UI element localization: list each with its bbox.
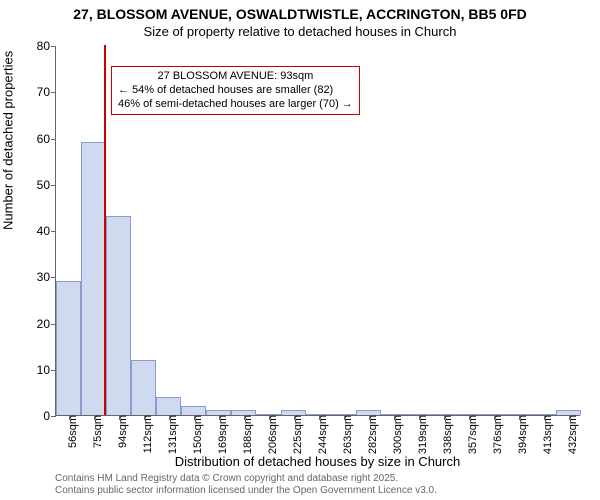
annotation-line: 46% of semi-detached houses are larger (…: [118, 98, 353, 112]
x-tick-label: 413sqm: [540, 415, 554, 454]
bar: [156, 397, 181, 416]
y-tick-mark: [51, 185, 56, 186]
x-tick-label: 150sqm: [190, 415, 204, 454]
bar: [106, 216, 131, 415]
x-tick-label: 188sqm: [240, 415, 254, 454]
x-tick-label: 94sqm: [115, 415, 129, 448]
x-tick-label: 131sqm: [165, 415, 179, 454]
y-tick-mark: [51, 139, 56, 140]
x-tick-label: 263sqm: [340, 415, 354, 454]
x-tick-label: 319sqm: [415, 415, 429, 454]
y-tick-mark: [51, 277, 56, 278]
x-tick-label: 112sqm: [140, 415, 154, 453]
footer-line-1: Contains HM Land Registry data © Crown c…: [55, 473, 437, 485]
annotation-header: 27 BLOSSOM AVENUE: 93sqm: [118, 70, 353, 84]
x-tick-label: 376sqm: [490, 415, 504, 454]
footer-attribution: Contains HM Land Registry data © Crown c…: [55, 473, 437, 497]
y-tick-mark: [51, 46, 56, 47]
x-tick-label: 300sqm: [390, 415, 404, 454]
footer-line-2: Contains public sector information licen…: [55, 485, 437, 497]
chart-container: 27, BLOSSOM AVENUE, OSWALDTWISTLE, ACCRI…: [0, 0, 600, 500]
bar: [81, 142, 106, 415]
x-tick-label: 206sqm: [265, 415, 279, 454]
bar: [56, 281, 81, 415]
y-tick-mark: [51, 231, 56, 232]
bar: [131, 360, 156, 416]
x-tick-label: 75sqm: [90, 415, 104, 448]
annotation-line: ← 54% of detached houses are smaller (82…: [118, 84, 353, 98]
x-tick-label: 225sqm: [290, 415, 304, 454]
property-marker-line: [104, 45, 106, 415]
chart-title-main: 27, BLOSSOM AVENUE, OSWALDTWISTLE, ACCRI…: [0, 6, 600, 22]
x-axis-label: Distribution of detached houses by size …: [55, 454, 580, 469]
x-tick-label: 394sqm: [515, 415, 529, 454]
x-tick-label: 338sqm: [440, 415, 454, 454]
y-tick-mark: [51, 92, 56, 93]
plot-area: 0102030405060708056sqm75sqm94sqm112sqm13…: [55, 46, 580, 416]
x-tick-label: 244sqm: [315, 415, 329, 454]
bar: [181, 406, 206, 415]
x-tick-label: 432sqm: [565, 415, 579, 454]
x-tick-label: 282sqm: [365, 415, 379, 454]
y-tick-mark: [51, 416, 56, 417]
annotation-box: 27 BLOSSOM AVENUE: 93sqm← 54% of detache…: [111, 66, 360, 115]
chart-title-sub: Size of property relative to detached ho…: [0, 24, 600, 39]
x-tick-label: 169sqm: [215, 415, 229, 454]
x-tick-label: 56sqm: [65, 415, 79, 448]
x-tick-label: 357sqm: [465, 415, 479, 454]
y-axis-label: Number of detached properties: [1, 51, 16, 230]
